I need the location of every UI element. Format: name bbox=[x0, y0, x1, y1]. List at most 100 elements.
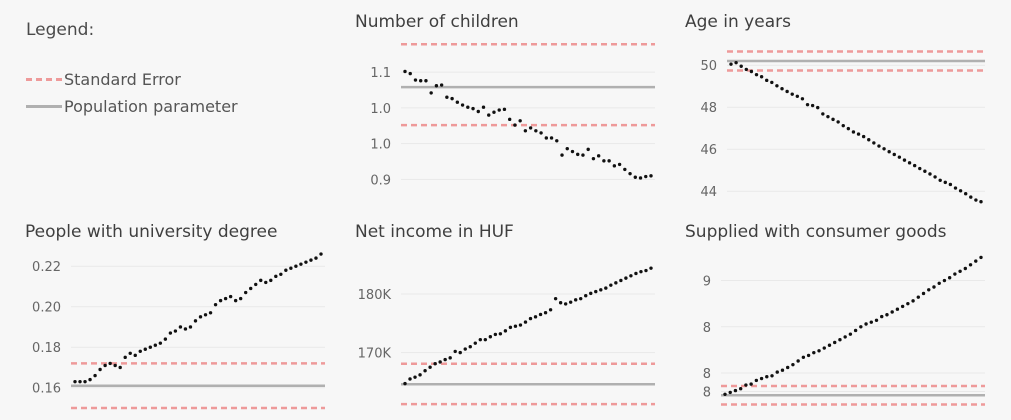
y-tick-label: 46 bbox=[700, 143, 717, 158]
data-point bbox=[775, 370, 779, 374]
data-point bbox=[831, 117, 835, 122]
data-point bbox=[299, 262, 303, 266]
chart-plot: 170K 180K bbox=[358, 266, 655, 406]
data-point bbox=[544, 136, 549, 140]
data-point bbox=[801, 355, 806, 359]
data-point bbox=[183, 327, 188, 331]
data-point bbox=[754, 378, 759, 383]
data-point bbox=[113, 363, 117, 368]
data-point bbox=[254, 282, 258, 287]
y-tick-label: 0.22 bbox=[32, 260, 61, 275]
data-point bbox=[533, 315, 538, 319]
data-point bbox=[584, 294, 588, 298]
data-point bbox=[570, 149, 575, 154]
data-point bbox=[963, 266, 968, 271]
data-point bbox=[438, 360, 442, 364]
data-point bbox=[591, 156, 596, 161]
data-point bbox=[408, 71, 412, 76]
chart-title: Age in years bbox=[685, 12, 791, 32]
data-point bbox=[937, 281, 941, 285]
legend-panel: Legend: Standard Error Population parame… bbox=[0, 0, 340, 200]
data-point bbox=[148, 345, 153, 349]
data-point bbox=[403, 381, 407, 386]
data-point bbox=[228, 294, 233, 299]
data-point bbox=[424, 79, 428, 83]
data-point bbox=[806, 353, 811, 358]
data-point bbox=[921, 291, 926, 296]
data-point bbox=[729, 62, 733, 66]
data-point bbox=[754, 72, 759, 77]
y-tick-label: 8 bbox=[703, 321, 711, 336]
data-point bbox=[213, 302, 218, 307]
data-point bbox=[439, 83, 444, 87]
data-point bbox=[518, 119, 522, 123]
data-point bbox=[274, 274, 278, 279]
data-point bbox=[93, 373, 97, 378]
data-point bbox=[932, 285, 936, 289]
data-point bbox=[497, 108, 501, 112]
data-point bbox=[108, 361, 112, 366]
data-point bbox=[604, 286, 608, 290]
data-point bbox=[942, 278, 947, 283]
data-point bbox=[538, 312, 543, 317]
data-point bbox=[279, 272, 283, 277]
chart-plot: 0.9 1.0 1.0 1.1 bbox=[370, 43, 655, 188]
data-point bbox=[649, 266, 653, 270]
data-point bbox=[846, 126, 851, 131]
data-point bbox=[744, 67, 749, 72]
data-point bbox=[843, 335, 847, 339]
data-point bbox=[488, 335, 493, 339]
data-point bbox=[548, 308, 553, 312]
data-point bbox=[476, 109, 480, 114]
chart-number-of-children: Number of children 0.9 1.0 1.0 1.1 bbox=[355, 12, 660, 212]
data-point bbox=[644, 174, 648, 179]
data-point bbox=[728, 390, 732, 395]
data-point bbox=[168, 331, 173, 335]
data-point bbox=[518, 323, 523, 327]
data-point bbox=[963, 192, 968, 196]
data-point bbox=[88, 377, 92, 382]
data-point bbox=[558, 301, 563, 305]
data-point bbox=[458, 350, 462, 355]
data-point bbox=[614, 281, 618, 285]
data-point bbox=[897, 155, 902, 159]
y-tick-label: 48 bbox=[700, 101, 717, 116]
data-point bbox=[607, 159, 611, 163]
y-tick-label: 0.9 bbox=[370, 173, 391, 188]
data-point bbox=[644, 268, 648, 273]
data-point bbox=[539, 131, 543, 135]
data-point bbox=[841, 123, 845, 128]
data-point bbox=[445, 95, 449, 99]
data-point bbox=[576, 152, 580, 157]
data-point bbox=[73, 379, 77, 384]
data-point bbox=[780, 368, 785, 372]
data-point bbox=[623, 167, 627, 172]
y-tick-label: 1.0 bbox=[370, 138, 391, 153]
data-point bbox=[466, 105, 470, 109]
data-point bbox=[208, 311, 213, 315]
data-point bbox=[423, 369, 427, 373]
data-point bbox=[153, 343, 158, 347]
data-point bbox=[513, 324, 518, 328]
data-point bbox=[759, 376, 764, 381]
data-point bbox=[759, 75, 764, 79]
data-point bbox=[304, 260, 308, 264]
data-point bbox=[596, 154, 601, 158]
data-point bbox=[188, 325, 193, 329]
data-point bbox=[882, 147, 886, 151]
data-point bbox=[827, 343, 832, 347]
data-point bbox=[103, 363, 107, 368]
data-point bbox=[947, 276, 952, 280]
data-point bbox=[822, 346, 826, 350]
data-point bbox=[624, 276, 628, 280]
data-point bbox=[796, 359, 800, 363]
data-point bbox=[294, 264, 298, 268]
data-point bbox=[143, 347, 147, 351]
data-point bbox=[943, 180, 947, 185]
data-point bbox=[867, 138, 871, 142]
data-point bbox=[507, 117, 512, 122]
data-point bbox=[233, 298, 238, 303]
data-point bbox=[319, 252, 323, 256]
data-point bbox=[734, 60, 738, 65]
data-point bbox=[749, 382, 753, 386]
